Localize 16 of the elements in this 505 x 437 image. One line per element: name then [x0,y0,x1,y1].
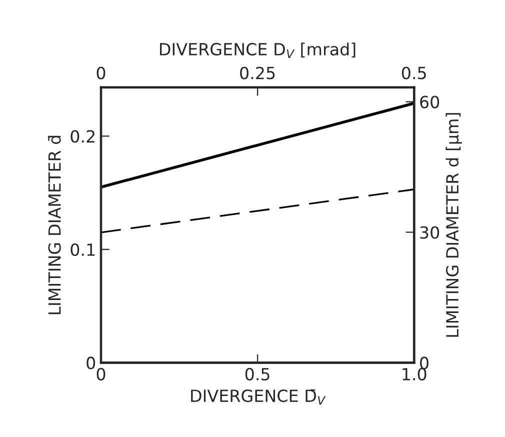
x2-axis-title: DIVERGENCE D$_{V}$ [mrad] [160,42,356,58]
x-tick-label: 0 [96,368,106,380]
x-axis-title: DIVERGENCE D̄$_{V}$ [191,389,326,405]
y-axis-title: LIMITING DIAMETER d̄ [48,136,61,314]
y2-axis-title: LIMITING DIAMETER d [µm] [446,113,462,337]
x2-tick-label: 0.25 [240,66,275,80]
y2-tick-label: 60 [420,96,440,108]
x2-tick-label: 0 [96,66,106,80]
y-tick-label: 0.2 [70,130,94,143]
y2-tick-label: 0 [420,356,428,370]
x-tick-label: 1.0 [402,368,426,380]
x-tick-label: 0.5 [245,368,270,380]
y-tick-label: 0.1 [70,243,95,256]
y-tick-label: 0 [86,356,96,370]
x2-tick-label: 0.5 [402,66,426,80]
y2-tick-label: 30 [420,226,440,239]
